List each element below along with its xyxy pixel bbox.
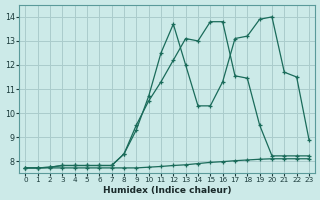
- X-axis label: Humidex (Indice chaleur): Humidex (Indice chaleur): [103, 186, 231, 195]
